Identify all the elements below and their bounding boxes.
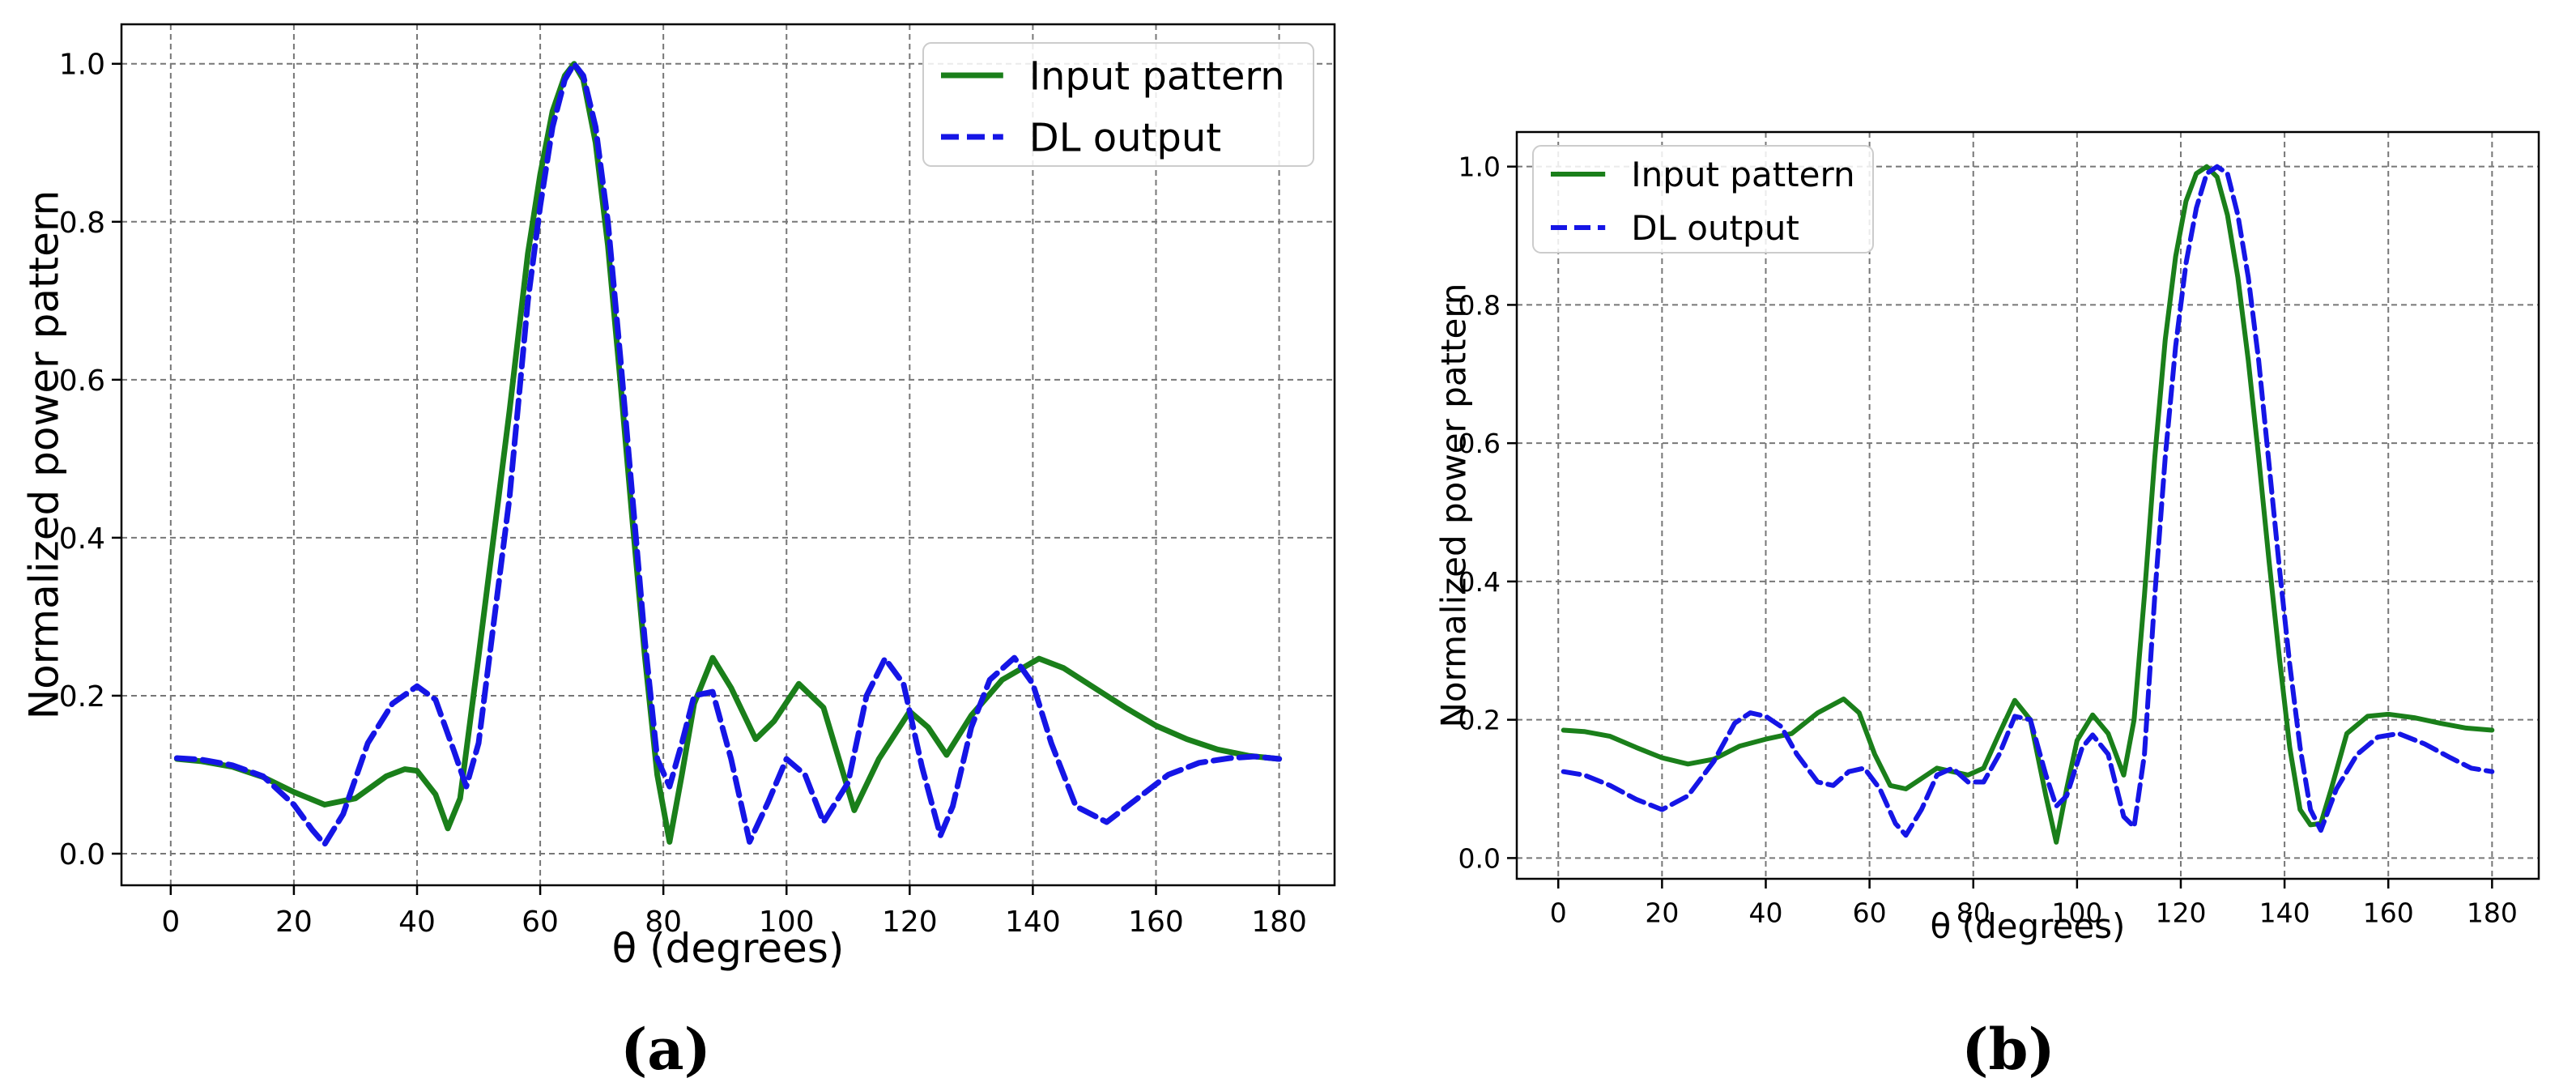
series-line-input-pattern [1561, 164, 2495, 845]
y-axis-ticks: 0.0 0.2 0.4 0.6 0.8 1.0 [1458, 151, 1517, 874]
y-tick-label: 0.2 [1458, 705, 1501, 736]
legend-box [922, 42, 1314, 167]
panel-caption: (b) [1961, 1016, 2054, 1083]
y-tick-label: 0.2 [59, 680, 105, 714]
x-tick-label: 140 [1005, 906, 1061, 939]
legend-label-input-pattern: Input pattern [1029, 53, 1285, 99]
x-tick-label: 160 [1128, 906, 1184, 939]
panel-caption: (a) [620, 1016, 711, 1083]
x-axis-ticks: 0 20 40 60 80 100 120 140 160 180 [161, 885, 1307, 939]
y-tick-label: 0.8 [1458, 289, 1501, 321]
y-tick-label: 0.6 [1458, 428, 1501, 459]
legend: Input pattern DL output [922, 42, 1314, 167]
x-tick-label: 100 [2051, 897, 2102, 928]
y-axis-label: Normalized power pattern [21, 190, 68, 720]
plot-frame [1515, 130, 2540, 880]
series-line-dl-output [1561, 164, 2495, 838]
x-tick-label: 180 [1251, 906, 1307, 939]
series-layer [1561, 164, 2495, 845]
y-tick-label: 0.0 [1458, 842, 1501, 874]
series-line-dl-output [173, 61, 1283, 847]
x-axis-ticks: 0 20 40 60 80 100 120 140 160 180 [1550, 879, 2518, 928]
y-tick-label: 0.6 [59, 364, 105, 398]
x-tick-label: 0 [1550, 897, 1567, 928]
chart-panel-b: 0 20 40 60 80 100 120 140 160 180 0.0 0.2 0.4 0.6 0.8… [1434, 130, 2540, 1083]
legend-label-input-pattern: Input pattern [1631, 155, 1854, 194]
legend: Input pattern DL output [1532, 145, 1874, 254]
x-tick-label: 100 [759, 906, 815, 939]
x-tick-label: 60 [1853, 897, 1887, 928]
series-layer [173, 61, 1283, 847]
y-axis-label: Normalized power pattern [1434, 283, 1474, 727]
chart-panel-a: 0 20 40 60 80 100 120 140 160 180 0.0 0.2 0.4 0.6 0.8… [21, 23, 1336, 1083]
x-axis-label: θ (degrees) [1931, 906, 2126, 946]
y-tick-label: 0.4 [1458, 566, 1501, 598]
legend-box [1532, 145, 1874, 254]
x-tick-label: 20 [1645, 897, 1679, 928]
x-tick-label: 0 [161, 906, 180, 939]
x-tick-label: 140 [2259, 897, 2310, 928]
x-tick-label: 160 [2363, 897, 2414, 928]
y-tick-label: 0.8 [59, 207, 105, 240]
x-tick-label: 20 [275, 906, 313, 939]
x-tick-label: 180 [2467, 897, 2518, 928]
series-line-input-pattern [173, 61, 1283, 845]
x-axis-label: θ (degrees) [612, 925, 845, 972]
legend-label-dl-output: DL output [1631, 208, 1799, 248]
x-tick-label: 40 [398, 906, 436, 939]
y-tick-label: 1.0 [1458, 151, 1501, 183]
y-tick-label: 1.0 [59, 49, 105, 82]
x-tick-label: 80 [1956, 897, 1991, 928]
x-tick-label: 60 [522, 906, 559, 939]
x-tick-label: 40 [1748, 897, 1782, 928]
x-tick-label: 120 [882, 906, 938, 939]
grid-lines [121, 24, 1335, 885]
x-tick-label: 120 [2155, 897, 2206, 928]
y-axis-ticks: 0.0 0.2 0.4 0.6 0.8 1.0 [59, 49, 121, 872]
x-tick-label: 80 [645, 906, 682, 939]
legend-label-dl-output: DL output [1029, 115, 1221, 160]
y-tick-label: 0.0 [59, 838, 105, 872]
y-tick-label: 0.4 [59, 522, 105, 556]
plot-frame [120, 23, 1336, 887]
